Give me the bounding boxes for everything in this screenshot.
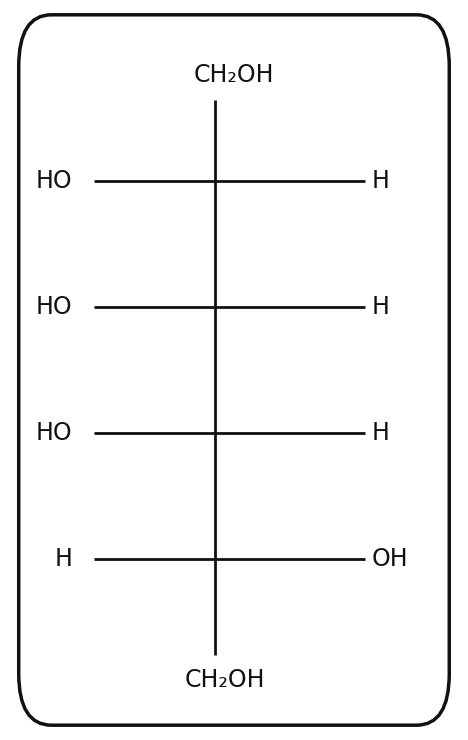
Text: H: H bbox=[372, 169, 390, 193]
Text: H: H bbox=[55, 547, 73, 571]
FancyBboxPatch shape bbox=[19, 15, 449, 725]
Text: HO: HO bbox=[36, 169, 73, 193]
Text: H: H bbox=[372, 421, 390, 445]
Text: HO: HO bbox=[36, 421, 73, 445]
Text: CH₂OH: CH₂OH bbox=[184, 668, 265, 692]
Text: CH₂OH: CH₂OH bbox=[194, 63, 274, 87]
Text: OH: OH bbox=[372, 547, 409, 571]
Text: HO: HO bbox=[36, 295, 73, 319]
Text: H: H bbox=[372, 295, 390, 319]
